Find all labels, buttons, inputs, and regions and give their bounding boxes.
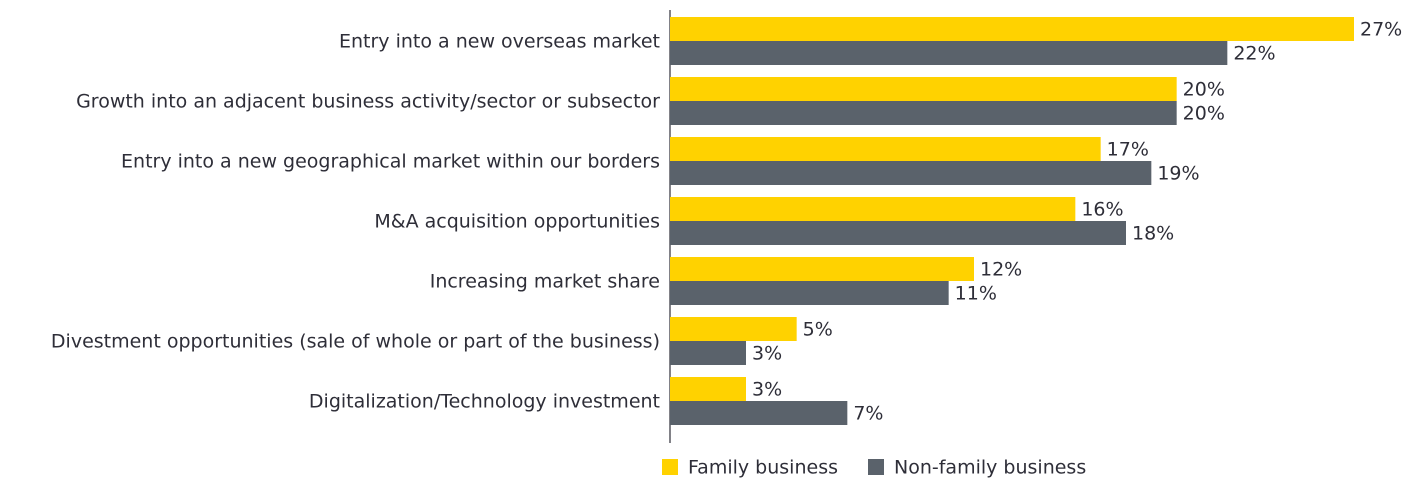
data-label: 3% xyxy=(752,343,782,365)
bar xyxy=(670,17,1354,41)
data-label: 20% xyxy=(1183,103,1225,125)
bar xyxy=(670,221,1126,245)
legend-swatch xyxy=(662,459,678,475)
bar xyxy=(670,281,949,305)
legend-label: Non-family business xyxy=(894,457,1086,479)
bar xyxy=(670,41,1228,65)
bar xyxy=(670,77,1177,101)
category-label: Increasing market share xyxy=(430,271,660,293)
bar xyxy=(670,161,1152,185)
data-label: 16% xyxy=(1081,199,1123,221)
category-label: Growth into an adjacent business activit… xyxy=(76,91,660,113)
data-label: 19% xyxy=(1157,163,1199,185)
category-label: M&A acquisition opportunities xyxy=(374,211,660,233)
data-label: 18% xyxy=(1132,223,1174,245)
data-label: 27% xyxy=(1360,19,1402,41)
category-label: Entry into a new overseas market xyxy=(339,31,660,53)
data-label: 12% xyxy=(980,259,1022,281)
data-label: 22% xyxy=(1233,43,1275,65)
bar xyxy=(670,341,746,365)
category-label: Entry into a new geographical market wit… xyxy=(121,151,660,173)
bar xyxy=(670,137,1101,161)
bar xyxy=(670,257,974,281)
data-label: 17% xyxy=(1107,139,1149,161)
data-label: 5% xyxy=(803,319,833,341)
legend-label: Family business xyxy=(688,457,838,479)
bar xyxy=(670,317,797,341)
bar xyxy=(670,377,746,401)
data-label: 20% xyxy=(1183,79,1225,101)
data-label: 11% xyxy=(955,283,997,305)
legend-swatch xyxy=(868,459,884,475)
category-label: Digitalization/Technology investment xyxy=(309,391,660,413)
bar xyxy=(670,401,848,425)
data-label: 3% xyxy=(752,379,782,401)
category-label: Divestment opportunities (sale of whole … xyxy=(51,331,660,353)
bar xyxy=(670,197,1076,221)
data-label: 7% xyxy=(853,403,883,425)
bar xyxy=(670,101,1177,125)
